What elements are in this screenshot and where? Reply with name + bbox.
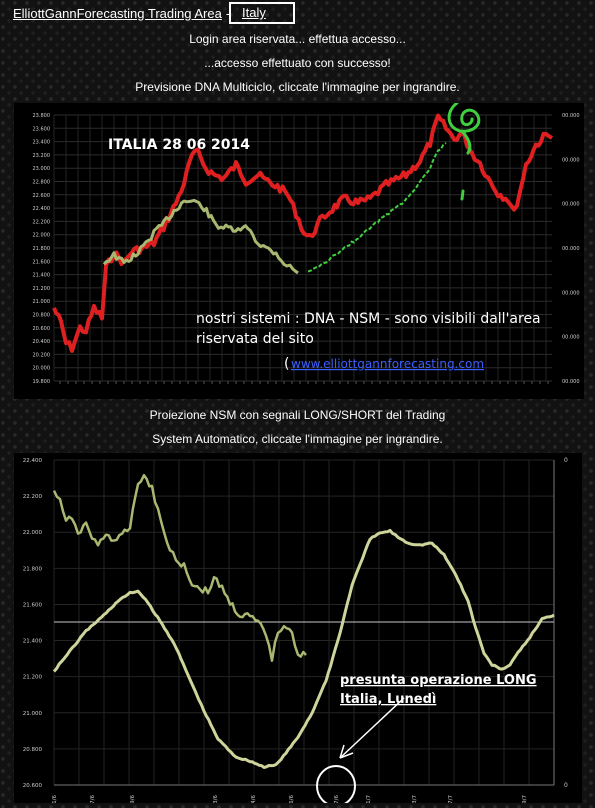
y-tick-label: 23.200: [33, 153, 51, 159]
y-tick-label: 23.400: [33, 140, 51, 146]
x-tick-label: 11/6: [52, 795, 58, 803]
x-tick-label: 3/7: [412, 795, 418, 803]
y-tick-label: 22.800: [33, 180, 51, 186]
right-tick-label: 00.000: [562, 379, 580, 385]
y-tick-label: 21.200: [23, 675, 43, 681]
nsm-caption-1: Proiezione NSM con segnali LONG/SHORT de…: [149, 408, 446, 422]
x-tick-label: 23/6: [213, 795, 219, 803]
dna-green-series: [102, 198, 299, 275]
y-tick-label: 21.000: [23, 711, 43, 717]
y-tick-label: 20.800: [33, 313, 51, 319]
login-message: Login area riservata... effettua accesso…: [189, 32, 406, 46]
success-message: ...accesso effettuato con successo!: [204, 56, 391, 70]
link-paren: (: [284, 356, 289, 372]
y-tick-label: 23.000: [33, 166, 51, 172]
y-tick-label: 21.000: [33, 299, 51, 305]
y-tick-label: 20.800: [23, 747, 43, 753]
right-tick-label: 0: [564, 782, 568, 789]
right-tick-label: 00.000: [562, 335, 580, 341]
y-tick-label: 22.200: [23, 494, 43, 500]
right-tick-label: 00.000: [562, 202, 580, 208]
right-tick-label: 00.000: [562, 246, 580, 252]
right-tick-label: 0: [564, 457, 568, 464]
arrow-head-icon: [339, 744, 354, 759]
x-tick-label: 26/6: [289, 795, 295, 803]
nsm-chart[interactable]: 22.400 22.200 22.000 21.800 21.600 21.400 21.2…: [14, 453, 582, 807]
systems-note-2: riservata del sito: [196, 331, 314, 347]
x-tick-label: 24/6: [251, 795, 257, 803]
breadcrumb-separator: -: [225, 5, 231, 21]
x-tick-label: 9/7: [522, 795, 528, 803]
y-tick-label: 23.600: [33, 126, 51, 132]
right-tick-label: 00.000: [562, 157, 580, 163]
dna-forecast-series: [307, 142, 447, 273]
dna-chart-svg: 23.800 23.600 23.400 23.200 23.000 22.800 22.6…: [33, 101, 580, 385]
y-tick-label: 22.200: [33, 219, 51, 225]
nsm-caption-2: System Automatico, cliccate l'immagine p…: [152, 432, 443, 446]
right-tick-label: 00.000: [562, 290, 580, 296]
country-link[interactable]: Italy: [242, 5, 266, 20]
y-tick-label: 20.600: [33, 326, 51, 332]
y-tick-label: 22.000: [33, 233, 51, 239]
x-tick-label: 1/7: [366, 795, 372, 803]
y-tick-label: 21.200: [33, 286, 51, 292]
y-tick-label: 23.800: [33, 113, 51, 119]
right-tick-label: 00.000: [562, 113, 580, 119]
forecast-mark: [447, 101, 481, 201]
dna-chart[interactable]: 23.800 23.600 23.400 23.200 23.000 22.800 22.6…: [14, 101, 584, 399]
site-link[interactable]: ElliottGannForecasting Trading Area: [13, 5, 222, 21]
chart-title: ITALIA 28 06 2014: [108, 137, 250, 153]
y-tick-label: 20.600: [23, 783, 43, 789]
x-tick-label: 19/6: [130, 795, 136, 803]
signal-arrow: [339, 697, 405, 759]
y-tick-label: 21.400: [33, 273, 51, 279]
y-tick-label: 21.600: [23, 602, 43, 608]
y-tick-label: 22.400: [33, 206, 51, 212]
y-tick-label: 21.600: [33, 259, 51, 265]
y-tick-label: 22.000: [23, 530, 43, 536]
y-tick-label: 19.800: [33, 379, 51, 385]
systems-note-1: nostri sistemi : DNA - NSM - sono visibi…: [196, 311, 541, 327]
y-tick-label: 20.400: [33, 339, 51, 345]
y-tick-label: 21.800: [33, 246, 51, 252]
y-tick-label: 20.000: [33, 366, 51, 372]
nsm-projection-series: [52, 528, 555, 769]
site-url-link[interactable]: www.elliottgannforecasting.com: [291, 357, 484, 371]
y-tick-label: 20.200: [33, 352, 51, 358]
x-tick-label: 7/7: [448, 795, 454, 803]
long-signal-annotation-2: Italia, Lunedì: [340, 692, 436, 707]
breadcrumb: ElliottGannForecasting Trading Area -: [13, 3, 230, 23]
x-tick-label: 27/6: [334, 795, 340, 803]
y-tick-label: 21.800: [23, 566, 43, 572]
country-box: [229, 2, 295, 24]
y-tick-label: 22.600: [33, 193, 51, 199]
dna-caption: Previsione DNA Multiciclo, cliccate l'im…: [135, 80, 460, 94]
nsm-price-series: [52, 473, 307, 662]
y-tick-label: 21.400: [23, 639, 43, 645]
nsm-chart-svg: 22.400 22.200 22.000 21.800 21.600 21.400 21.2…: [23, 457, 568, 807]
y-tick-label: 22.400: [23, 458, 43, 464]
x-tick-label: 17/6: [90, 795, 96, 803]
long-signal-annotation-1: presunta operazione LONG: [340, 673, 537, 688]
